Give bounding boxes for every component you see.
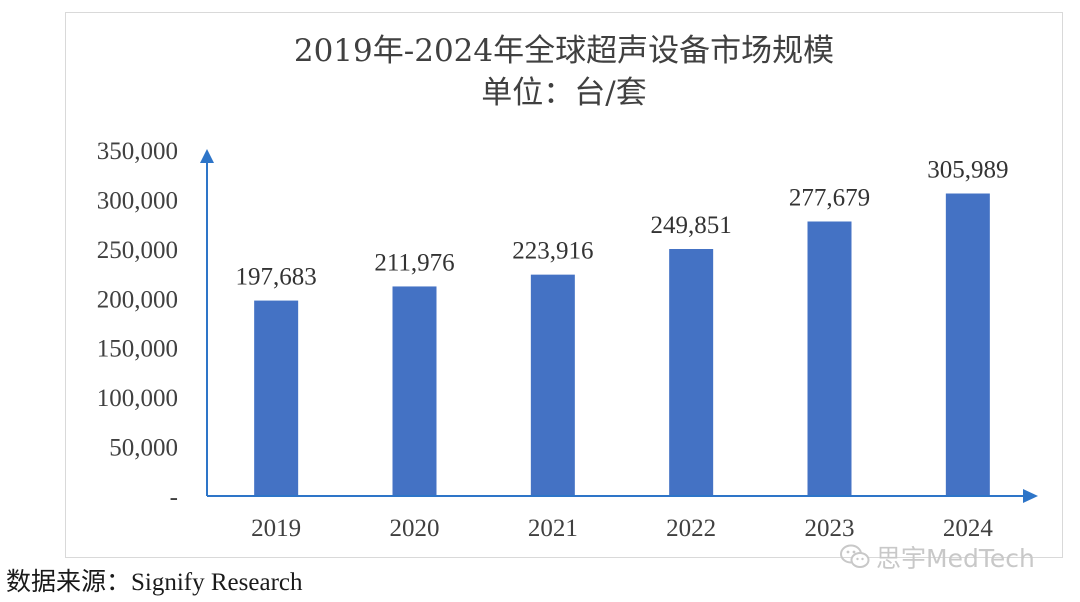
watermark: 思宇MedTech: [840, 539, 1035, 575]
x-axis-arrow: [1023, 489, 1038, 503]
data-label: 277,679: [789, 184, 870, 211]
bar: [530, 274, 575, 496]
data-label: 197,683: [236, 264, 317, 291]
y-tick-label: 100,000: [97, 385, 178, 412]
data-label: 223,916: [512, 238, 593, 265]
bar: [945, 193, 990, 497]
chart-title: 2019年-2024年全球超声设备市场规模: [293, 33, 835, 69]
y-tick-label: 300,000: [97, 187, 178, 214]
y-tick-label: -: [170, 484, 178, 511]
chart-subtitle: 单位：台/套: [481, 75, 647, 111]
wechat-icon: [840, 544, 870, 568]
x-tick-label: 2019: [251, 515, 301, 542]
y-tick-label: 200,000: [97, 286, 178, 313]
x-tick-label: 2024: [943, 515, 994, 542]
y-axis-arrow: [200, 149, 214, 163]
y-tick-label: 50,000: [109, 435, 178, 462]
data-label: 249,851: [651, 212, 732, 239]
data-label: 305,989: [927, 157, 1008, 184]
x-tick-label: 2020: [390, 515, 440, 542]
bar: [254, 300, 299, 496]
x-tick-label: 2022: [666, 515, 716, 542]
y-tick-label: 350,000: [97, 138, 178, 165]
source-note: 数据来源：Signify Research: [6, 566, 303, 599]
watermark-text: 思宇MedTech: [876, 544, 1035, 573]
x-tick-label: 2021: [528, 515, 578, 542]
bar: [807, 221, 852, 496]
y-tick-label: 150,000: [97, 336, 178, 363]
y-tick-label: 250,000: [97, 237, 178, 264]
bar: [669, 249, 714, 496]
bar: [392, 286, 437, 496]
source-prefix: 数据来源：: [6, 569, 132, 596]
source-name: Signify Research: [131, 569, 303, 596]
data-label: 211,976: [374, 249, 454, 276]
x-tick-label: 2023: [805, 515, 855, 542]
